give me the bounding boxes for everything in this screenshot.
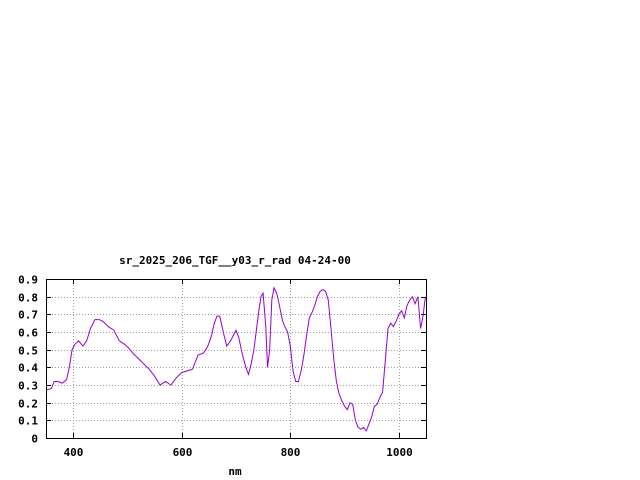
y-tick-label: 0.2 xyxy=(18,398,38,411)
y-tick-label: 0.8 xyxy=(18,292,38,305)
x-tick-label: 1000 xyxy=(386,446,413,459)
plot-frame xyxy=(46,279,427,439)
y-tick-label: 0 xyxy=(31,433,38,446)
x-tick-label: 600 xyxy=(173,446,193,459)
x-tick-label: 400 xyxy=(64,446,84,459)
y-tick-label: 0.3 xyxy=(18,380,38,393)
x-axis-label: nm xyxy=(228,465,242,478)
y-tick-label: 0.1 xyxy=(18,415,38,428)
y-tick-label: 0.4 xyxy=(18,362,38,375)
series-line xyxy=(45,286,427,432)
y-tick-label: 0.6 xyxy=(18,327,38,340)
tick-layer: 0 0.1 0.2 0.3 0.4 0.5 0.6 0.7 0.8 0.9 400 600 800 100… xyxy=(18,274,413,460)
grid-layer xyxy=(46,279,426,438)
chart-title: sr_2025_206_TGF__y03_r_rad 04-24-00 xyxy=(119,254,351,267)
axis-layer xyxy=(46,279,427,439)
y-tick-label: 0.5 xyxy=(18,345,38,358)
y-tick-label: 0.9 xyxy=(18,274,38,287)
y-tick-label: 0.7 xyxy=(18,309,38,322)
x-tick-label: 800 xyxy=(281,446,301,459)
series-layer xyxy=(45,286,427,432)
